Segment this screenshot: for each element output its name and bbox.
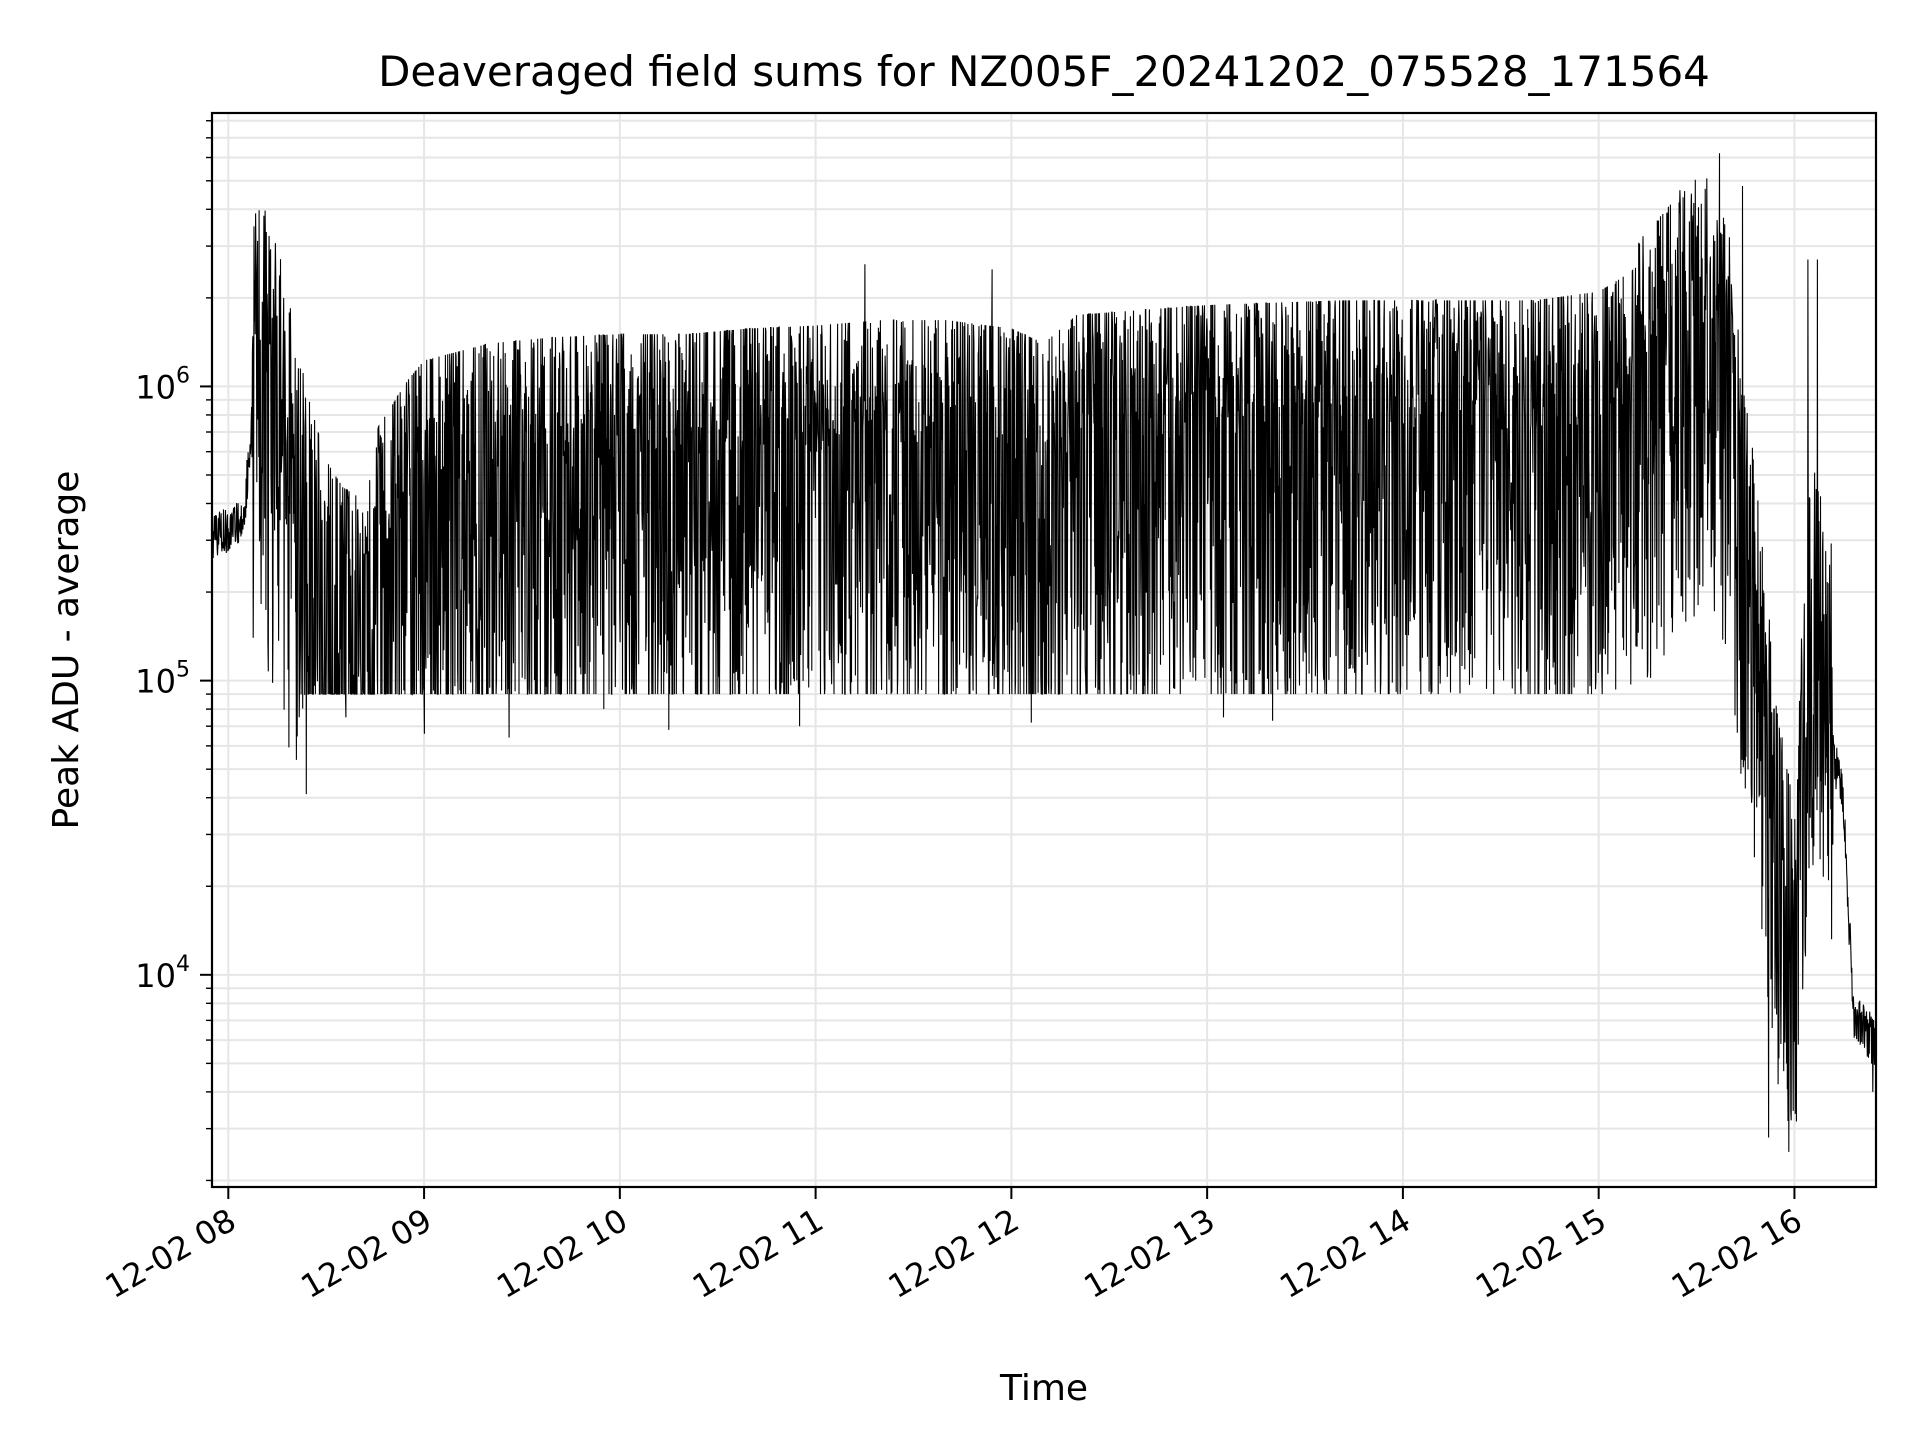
series-line (212, 153, 1876, 1152)
plot-frame (210, 111, 1878, 1189)
x-axis-label: Time (999, 1368, 1088, 1409)
grid (212, 113, 1876, 1187)
y-tick-label: 105 (135, 658, 190, 701)
chart-title: Deaveraged field sums for NZ005F_2024120… (378, 47, 1710, 96)
y-tick-label: 104 (135, 952, 190, 995)
y-axis-label: Peak ADU - average (46, 471, 87, 830)
y-tick-label: 106 (135, 363, 190, 406)
y-axis: 104 105 106 (135, 120, 212, 1182)
plot-area (212, 153, 1876, 1152)
